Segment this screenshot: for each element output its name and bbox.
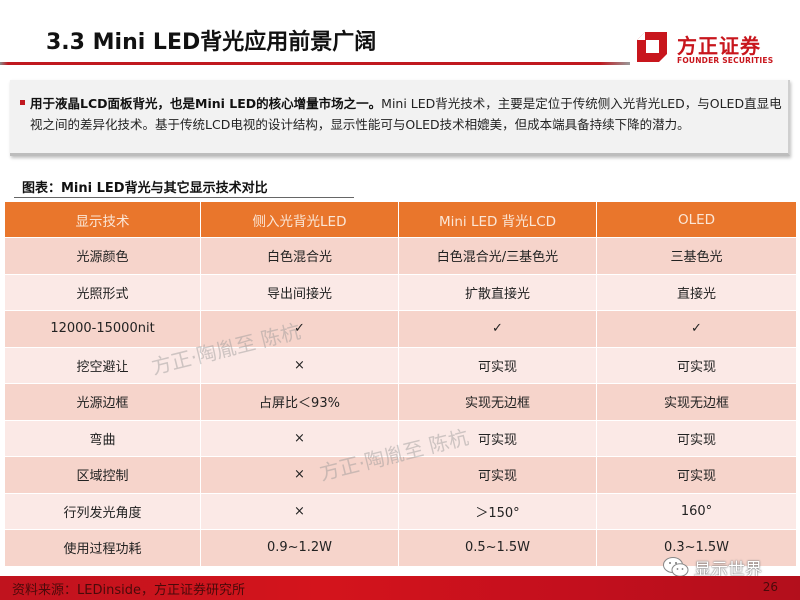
table-cell: 光照形式 <box>4 273 201 311</box>
table-cell: 0.5~1.5W <box>398 529 597 567</box>
footer-bar: 资料来源：LEDinside，方正证券研究所 26 <box>0 576 800 600</box>
table-cell: × <box>200 346 399 384</box>
table-cell: ✓ <box>596 310 797 348</box>
table-cell: 0.9~1.2W <box>200 529 399 567</box>
summary-bold-text: 用于液晶LCD面板背光，也是Mini LED的核心增量市场之一。 <box>30 96 382 111</box>
table-cell: 使用过程功耗 <box>4 529 201 567</box>
bullet-icon <box>20 100 25 105</box>
table-cell: × <box>200 456 399 494</box>
table-cell: ＞150° <box>398 492 597 530</box>
table-cell: 可实现 <box>398 346 597 384</box>
table-cell: × <box>200 492 399 530</box>
table-row: 挖空避让 × 可实现 可实现 <box>4 346 797 384</box>
logo-english-name: FOUNDER SECURITIES <box>677 56 774 65</box>
column-header: Mini LED 背光LCD <box>398 201 597 238</box>
company-logo: 方正证券 FOUNDER SECURITIES <box>637 30 777 70</box>
table-row: 使用过程功耗 0.9~1.2W 0.5~1.5W 0.3~1.5W <box>4 529 797 567</box>
page-number: 26 <box>762 580 778 594</box>
table-row: 光源边框 占屏比＜93% 实现无边框 实现无边框 <box>4 383 797 421</box>
table-row: 区域控制 × 可实现 可实现 <box>4 456 797 494</box>
table-cell: 实现无边框 <box>596 383 797 421</box>
comparison-table: 显示技术 侧入光背光LED Mini LED 背光LCD OLED 光源颜色 白… <box>4 201 797 567</box>
table-header-row: 显示技术 侧入光背光LED Mini LED 背光LCD OLED <box>4 201 797 238</box>
wechat-icon <box>663 557 689 577</box>
table-cell: 可实现 <box>398 419 597 457</box>
table-cell: 光源边框 <box>4 383 201 421</box>
table-row: 12000-15000nit ✓ ✓ ✓ <box>4 310 797 348</box>
table-row: 弯曲 × 可实现 可实现 <box>4 419 797 457</box>
table-cell: 直接光 <box>596 273 797 311</box>
wechat-account-name: 显示世界 <box>694 559 762 580</box>
table-cell: 可实现 <box>596 456 797 494</box>
table-cell: 弯曲 <box>4 419 201 457</box>
table-cell: 导出间接光 <box>200 273 399 311</box>
table-cell: 12000-15000nit <box>4 310 201 348</box>
table-cell: 挖空避让 <box>4 346 201 384</box>
table-cell: 实现无边框 <box>398 383 597 421</box>
table-cell: 三基色光 <box>596 237 797 275</box>
table-cell: × <box>200 419 399 457</box>
summary-body-text: Mini LED背光技术，主要是定位于传统侧入光背光LED，与OLED直显电视之… <box>30 96 782 132</box>
logo-chinese-name: 方正证券 <box>677 34 761 58</box>
founder-logo-icon <box>637 32 667 62</box>
page-title: 3.3 Mini LED背光应用前景广阔 <box>46 30 377 55</box>
table-cell: 区域控制 <box>4 456 201 494</box>
table-cell: 可实现 <box>596 346 797 384</box>
table-row: 光照形式 导出间接光 扩散直接光 直接光 <box>4 273 797 311</box>
summary-text: 用于液晶LCD面板背光，也是Mini LED的核心增量市场之一。Mini LED… <box>30 93 785 135</box>
table-cell: 扩散直接光 <box>398 273 597 311</box>
table-cell: 160° <box>596 492 797 530</box>
footer-source: 资料来源：LEDinside，方正证券研究所 <box>12 583 245 598</box>
title-divider <box>0 62 630 65</box>
table-cell: 可实现 <box>596 419 797 457</box>
table-cell: 占屏比＜93% <box>200 383 399 421</box>
column-header: OLED <box>596 201 797 238</box>
table-cell: 行列发光角度 <box>4 492 201 530</box>
table-cell: 可实现 <box>398 456 597 494</box>
table-row: 光源颜色 白色混合光 白色混合光/三基色光 三基色光 <box>4 237 797 275</box>
table-row: 行列发光角度 × ＞150° 160° <box>4 492 797 530</box>
table-cell: 白色混合光/三基色光 <box>398 237 597 275</box>
table-cell: 0.3~1.5W <box>596 529 797 567</box>
table-cell: 光源颜色 <box>4 237 201 275</box>
summary-box: 用于液晶LCD面板背光，也是Mini LED的核心增量市场之一。Mini LED… <box>10 80 790 156</box>
table-cell: ✓ <box>398 310 597 348</box>
column-header: 侧入光背光LED <box>200 201 399 238</box>
column-header: 显示技术 <box>4 201 201 238</box>
table-cell: 白色混合光 <box>200 237 399 275</box>
chart-caption: 图表：Mini LED背光与其它显示技术对比 <box>22 181 268 196</box>
caption-divider <box>14 197 354 198</box>
table-cell: ✓ <box>200 310 399 348</box>
